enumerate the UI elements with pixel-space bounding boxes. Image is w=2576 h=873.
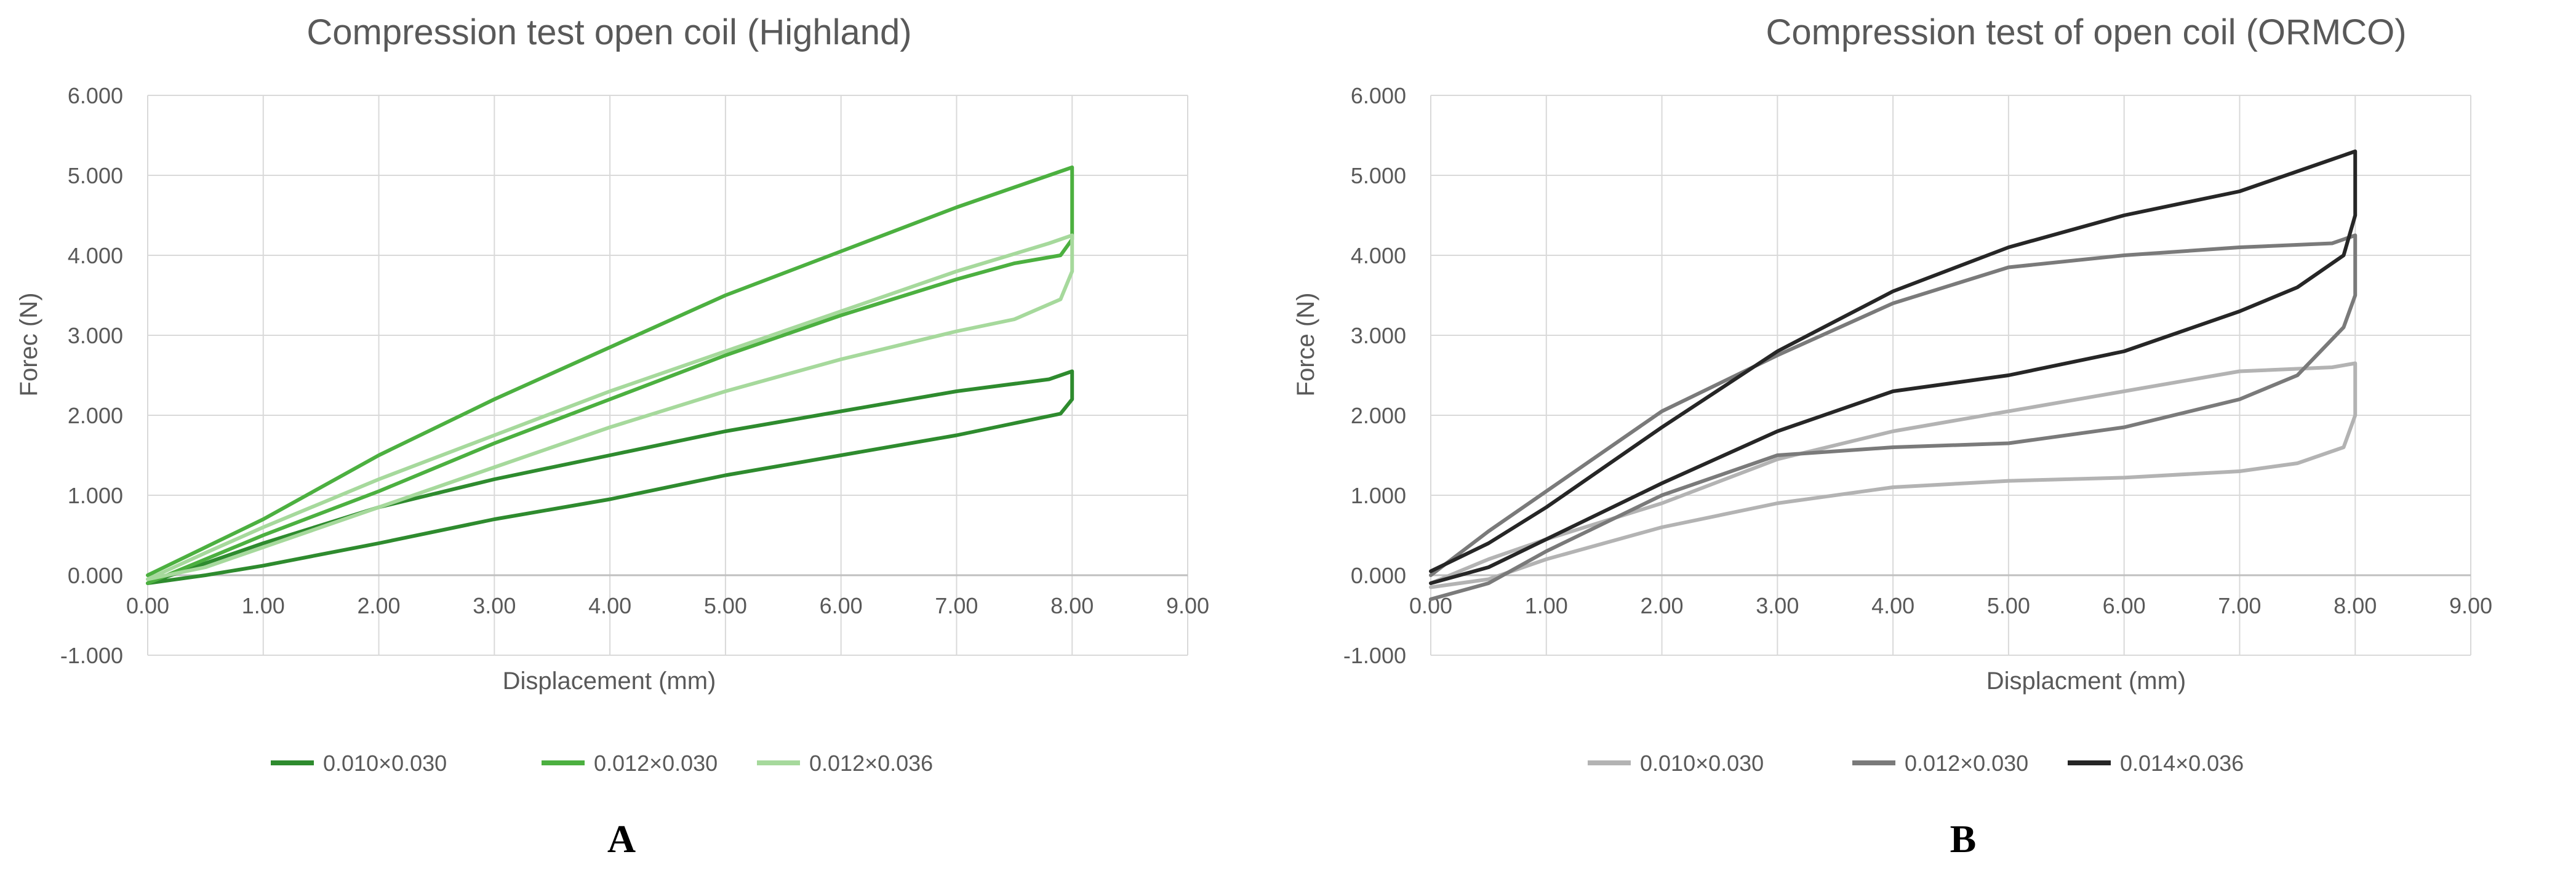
legend: 0.010×0.030 0.012×0.030 0.012×0.036 [271, 751, 933, 776]
y-tick-label: 1.000 [68, 483, 123, 508]
x-tick-label: 8.00 [1050, 593, 1094, 618]
series-line [146, 369, 1074, 585]
y-tick-label: 3.000 [1351, 323, 1406, 348]
x-tick-label: 1.00 [1525, 593, 1568, 618]
x-tick-label: 9.00 [1166, 593, 1209, 618]
chart-title: Compression test of open coil (ORMCO) [1766, 12, 2406, 52]
x-tick-label: 2.00 [358, 593, 401, 618]
y-tick-label: 3.000 [68, 323, 123, 348]
legend-label: 0.012×0.036 [809, 751, 933, 776]
x-tick-label: 8.00 [2334, 593, 2377, 618]
legend: 0.010×0.030 0.012×0.030 0.014×0.036 [1588, 751, 2244, 776]
legend-label: 0.010×0.030 [1640, 751, 1764, 776]
y-tick-label: 4.000 [1351, 243, 1406, 268]
y-tick-label: 2.000 [68, 403, 123, 428]
panel-label-b: B [1950, 817, 1977, 861]
series-line [1429, 149, 2358, 585]
series-line [146, 165, 1074, 585]
y-axis-label: Force (N) [1292, 293, 1319, 397]
series-layer [1429, 149, 2358, 601]
axes-layer: 0.00 1.00 2.00 3.00 4.00 5.00 6.00 7.00 8.00 9.00… [1343, 83, 2492, 668]
y-axis-label: Forec (N) [15, 293, 42, 397]
x-tick-label: 5.00 [1987, 593, 2030, 618]
y-tick-label: -1.000 [60, 643, 123, 668]
chart-panel-a: Compression test open coil (Highland) 0.… [15, 12, 1209, 861]
x-axis-label: Displacement (mm) [503, 668, 716, 695]
y-tick-label: 6.000 [68, 83, 123, 108]
chart-title: Compression test open coil (Highland) [306, 12, 911, 52]
x-tick-label: 7.00 [935, 593, 978, 618]
legend-label: 0.010×0.030 [323, 751, 447, 776]
x-tick-label: 4.00 [588, 593, 631, 618]
series-layer [146, 165, 1074, 585]
y-tick-label: 6.000 [1351, 83, 1406, 108]
legend-label: 0.014×0.036 [2120, 751, 2244, 776]
grid-layer [1430, 95, 2471, 656]
y-tick-label: 0.000 [68, 563, 123, 588]
chart-panel-b: Compression test of open coil (ORMCO) 0.… [1292, 12, 2492, 861]
x-tick-label: 0.00 [1409, 593, 1452, 618]
x-tick-label: 6.00 [820, 593, 863, 618]
x-tick-label: 4.00 [1871, 593, 1914, 618]
panel-label-a: A [607, 817, 636, 861]
y-tick-label: 5.000 [68, 163, 123, 188]
y-tick-label: 0.000 [1351, 563, 1406, 588]
x-tick-label: 6.00 [2103, 593, 2146, 618]
x-tick-label: 0.00 [126, 593, 169, 618]
x-tick-label: 7.00 [2218, 593, 2261, 618]
x-tick-label: 5.00 [704, 593, 747, 618]
y-tick-label: 2.000 [1351, 403, 1406, 428]
y-tick-label: -1.000 [1343, 643, 1406, 668]
series-line [1429, 361, 2358, 589]
x-tick-label: 9.00 [2449, 593, 2492, 618]
x-tick-label: 3.00 [473, 593, 516, 618]
x-tick-label: 1.00 [242, 593, 285, 618]
legend-label: 0.012×0.030 [594, 751, 718, 776]
y-tick-label: 1.000 [1351, 483, 1406, 508]
x-axis-label: Displacment (mm) [1986, 668, 2186, 695]
y-tick-label: 4.000 [68, 243, 123, 268]
x-tick-label: 3.00 [1756, 593, 1799, 618]
axes-layer: 0.00 1.00 2.00 3.00 4.00 5.00 6.00 7.00 8.00 9.00… [60, 83, 1209, 668]
x-tick-label: 2.00 [1641, 593, 1684, 618]
series-line [146, 233, 1074, 581]
legend-label: 0.012×0.030 [1905, 751, 2028, 776]
y-tick-label: 5.000 [1351, 163, 1406, 188]
